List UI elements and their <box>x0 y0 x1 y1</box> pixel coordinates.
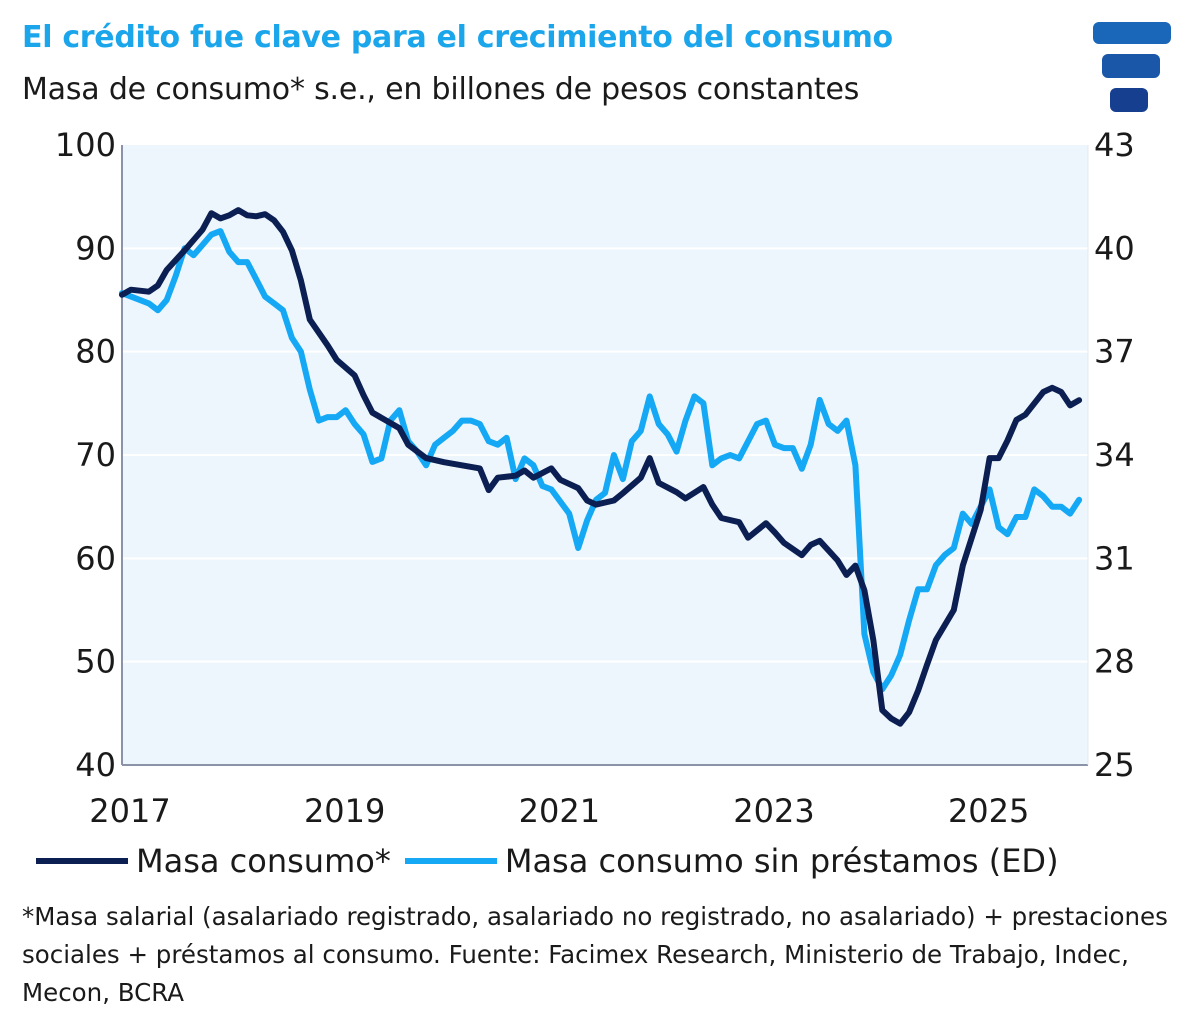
y-right-tick-label: 31 <box>1094 539 1135 577</box>
y-left-tick-label: 100 <box>55 126 116 164</box>
x-tick-label: 2019 <box>304 792 385 830</box>
legend-label: Masa consumo* <box>136 842 391 880</box>
y-left-tick-label: 70 <box>75 436 116 474</box>
facimex-logo-icon <box>1093 22 1171 112</box>
y-left-tick-label: 50 <box>75 643 116 681</box>
y-right-tick-label: 40 <box>1094 229 1135 267</box>
y-left-tick-label: 60 <box>75 539 116 577</box>
legend-label: Masa consumo sin préstamos (ED) <box>504 842 1059 880</box>
x-tick-label: 2021 <box>519 792 600 830</box>
y-right-tick-label: 43 <box>1094 126 1135 164</box>
footnote: *Masa salarial (asalariado registrado, a… <box>22 902 1168 1007</box>
chart-subtitle: Masa de consumo* s.e., en billones de pe… <box>22 72 860 107</box>
x-tick-label: 2023 <box>733 792 814 830</box>
x-tick-label: 2017 <box>89 792 170 830</box>
legend-item-masa-consumo: Masa consumo* <box>36 842 391 880</box>
series-points <box>121 231 1080 690</box>
x-tick-label: 2025 <box>948 792 1029 830</box>
y-right-tick-label: 25 <box>1094 746 1135 784</box>
legend-swatch-dark <box>36 858 128 864</box>
legend: Masa consumo* Masa consumo sin préstamos… <box>36 842 1073 880</box>
y-left-tick-label: 40 <box>75 746 116 784</box>
y-right-tick-label: 37 <box>1094 333 1135 371</box>
legend-swatch-light <box>404 858 497 864</box>
y-left-tick-label: 80 <box>75 333 116 371</box>
y-left-tick-label: 90 <box>75 229 116 267</box>
legend-item-sin-prestamos: Masa consumo sin préstamos (ED) <box>404 842 1059 880</box>
chart-title: El crédito fue clave para el crecimiento… <box>22 20 893 55</box>
y-right-tick-label: 28 <box>1094 643 1135 681</box>
series-points <box>121 210 1080 724</box>
y-right-tick-label: 34 <box>1094 436 1135 474</box>
